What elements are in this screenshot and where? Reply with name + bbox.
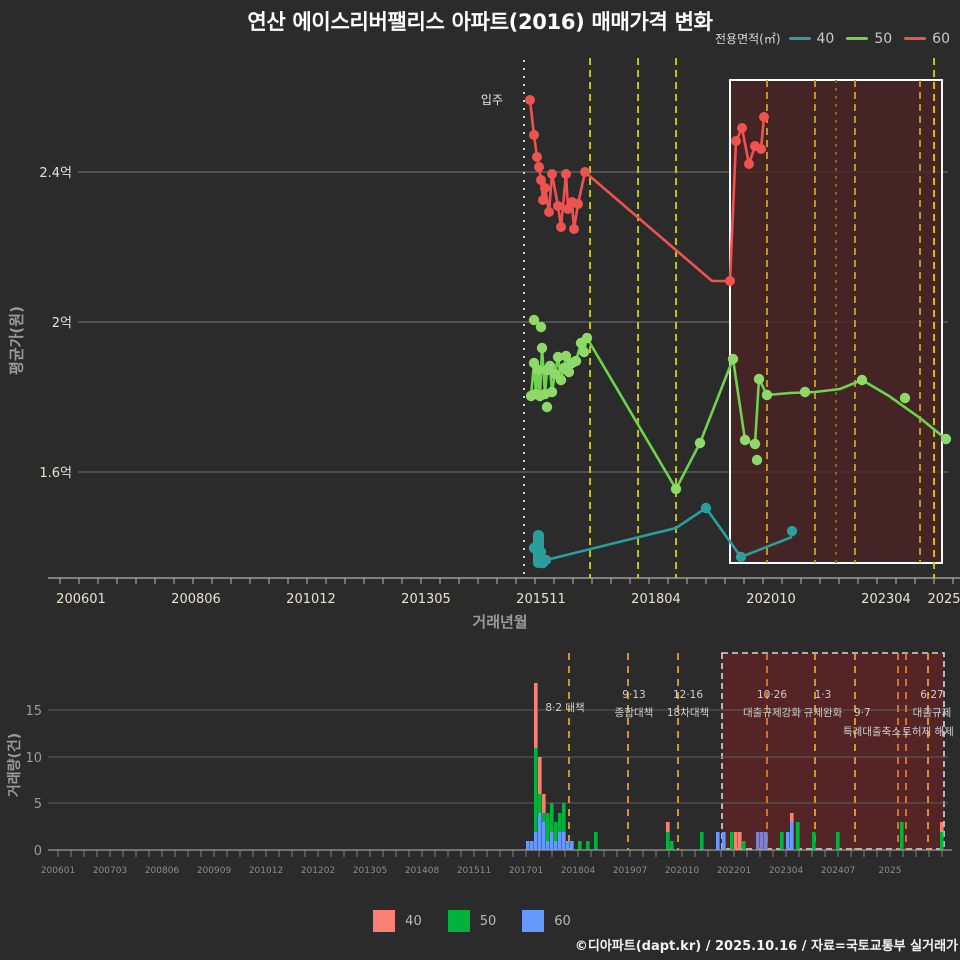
ann-627-line1: 6·27 [920,689,943,701]
ann-1026-line1: 10·26 [757,689,787,701]
price-xtick-2: 201012 [286,592,336,607]
legend-title: 전용면적(㎡) [714,32,781,46]
volume-xtick-15: 202407 [821,866,855,876]
price-xtick-3: 201305 [401,592,451,607]
volume-xtick-6: 201305 [353,866,387,876]
ann-1216-line1: 12·16 [673,689,703,701]
volume-xtick-14: 202304 [769,866,804,876]
volume-xtick-11: 201907 [613,866,647,876]
volume-xtick-7: 201408 [405,866,440,876]
volume-legend-swatch-60 [522,910,545,932]
ann-913-line2: 종합대책 [615,707,654,719]
price-xtick-6: 202010 [746,592,796,607]
footer-credit: ©디아파트(dapt.kr) / 2025.10.16 / 자료=국토교통부 실… [574,939,958,954]
page-title: 연산 에이스리버팰리스 아파트(2016) 매매가격 변화 [247,10,713,34]
policy-annotations: 8·2 대책 9·13 종합대책 12·16 18차대책 10·26 대출규제강… [545,689,954,738]
volume-xtick-12: 202010 [665,866,700,876]
price-xtick-0: 200601 [56,592,106,607]
volume-xtick-8: 201511 [457,866,491,876]
volume-ytick-10: 10 [25,751,42,766]
volume-xtick-3: 200909 [197,866,232,876]
volume-highlight-region [721,652,945,850]
price-ytick-0: 2.4억 [39,166,72,181]
price-ytick-1: 2억 [52,316,72,331]
series-50 [525,314,952,495]
price-xtick-1: 200806 [171,592,221,607]
ann-97-line2: 특례대출축소 [843,726,901,738]
legend-swatch-60 [904,37,927,40]
ann-13-line2: 규제완화 [804,706,843,719]
price-chart-legend: 전용면적(㎡) 40 50 60 [715,30,956,47]
policy-vlines [589,58,935,578]
volume-legend-label-40: 40 [405,913,422,929]
series-60 [525,95,769,286]
price-chart: 입주 [39,58,960,607]
ann-82-line1: 8·2 대책 [545,702,584,714]
ann-1216-line2: 18차대책 [667,707,709,719]
volume-xtick-16: 2025 [879,866,902,876]
ann-97-line1: 9·7 [854,707,871,719]
volume-ytick-0: 0 [34,844,42,859]
price-y-axis-title: 평균가(원) [7,306,26,375]
volume-xtick-5: 201202 [301,866,335,876]
volume-ytick-15: 15 [25,704,42,719]
volume-y-axis-title: 거래량(건) [7,732,23,798]
volume-legend-label-50: 50 [479,913,497,929]
volume-xtick-10: 201804 [561,866,596,876]
price-ytick-2: 1.6억 [39,466,72,481]
legend-label-40: 40 [816,30,835,47]
price-xtick-4: 201511 [516,592,566,607]
volume-legend-swatch-40 [373,910,396,932]
ann-13-line1: 1·3 [815,689,832,701]
move-in-label: 입주 [481,93,503,107]
volume-xtick-0: 200601 [41,866,75,876]
price-xtick-5: 201804 [631,592,681,607]
series-40 [528,502,798,569]
price-xtick-7: 202304 [861,592,911,607]
price-x-minor-ticks [59,578,954,584]
ann-627-line2: 대출규제 [913,707,952,719]
volume-policy-vlines [568,653,929,850]
volume-legend-label-60: 60 [554,913,571,929]
volume-chart-legend: 40 50 60 [0,910,960,932]
volume-xtick-13: 202201 [717,866,751,876]
legend-label-50: 50 [874,30,893,47]
volume-chart: 8·2 대책 9·13 종합대책 12·16 18차대책 10·26 대출규제강… [25,652,954,876]
volume-x-minor-ticks [57,850,943,857]
volume-legend-swatch-50 [447,910,470,932]
legend-label-60: 60 [932,30,950,47]
ann-913-line1: 9·13 [622,689,645,701]
volume-xtick-2: 200806 [145,866,180,876]
legend-swatch-40 [788,37,811,40]
price-x-axis-title: 거래년월 [472,613,528,631]
ann-toheoje: 토허제 해제 [902,725,954,738]
volume-xtick-9: 201701 [509,866,543,876]
ann-1026-line2: 대출규제강화 [743,707,801,719]
volume-xtick-1: 200703 [93,866,127,876]
legend-swatch-50 [846,37,869,40]
volume-ytick-5: 5 [34,797,42,812]
volume-xtick-4: 201012 [249,866,283,876]
volume-bars [526,683,944,850]
price-xtick-8: 2025 [927,592,960,607]
